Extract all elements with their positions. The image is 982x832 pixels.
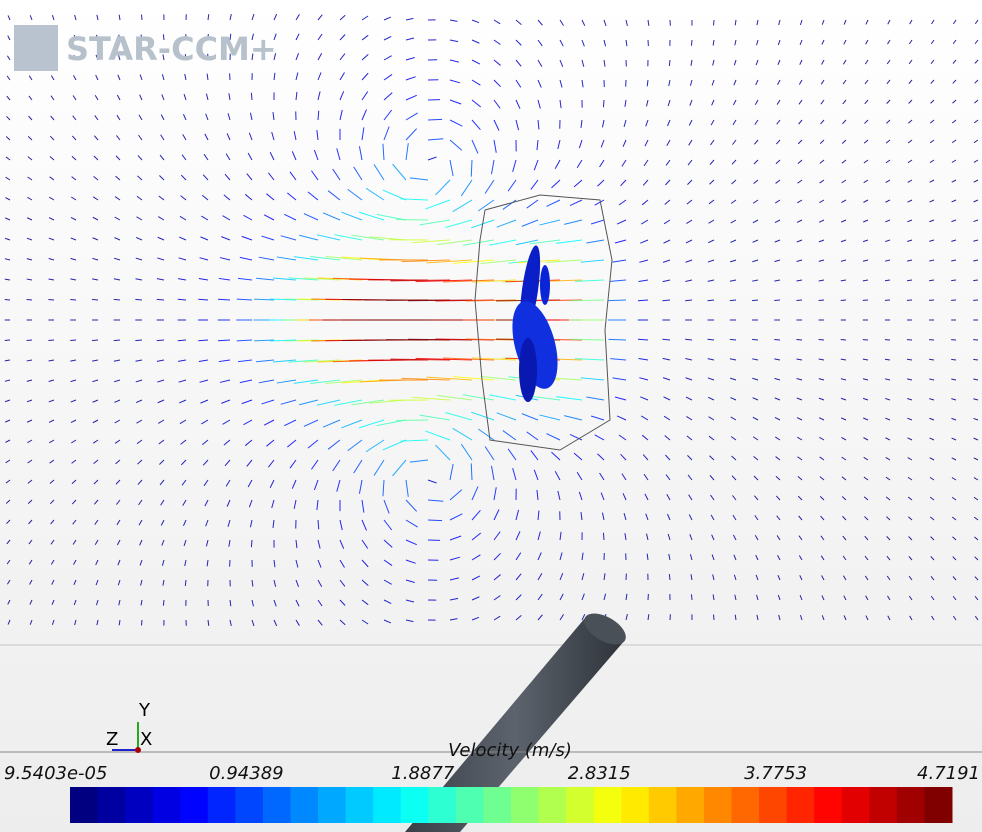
vector-arrow: [141, 620, 142, 625]
vector-arrow: [70, 299, 76, 300]
vector-arrow: [730, 300, 736, 301]
colorbar-segment: [153, 787, 181, 823]
colorbar-segment: [732, 787, 760, 823]
colorbar: [70, 787, 953, 823]
colorbar-segment: [649, 787, 677, 823]
vector-arrow: [428, 520, 442, 521]
vector-arrow: [730, 339, 736, 340]
vector-arrow: [114, 340, 120, 341]
colorbar-tick-label: 9.5403e-05: [4, 763, 107, 784]
vector-arrow: [608, 300, 626, 301]
colorbar-segment: [125, 787, 153, 823]
vector-arrow: [157, 299, 164, 300]
vector-arrow: [141, 15, 142, 20]
colorbar-segment: [180, 787, 208, 823]
vector-arrow: [929, 359, 934, 360]
vector-arrow: [752, 300, 758, 301]
colorbar-segment: [511, 787, 539, 823]
colorbar-segment: [208, 787, 236, 823]
colorbar-segment: [621, 787, 649, 823]
vector-arrow: [157, 340, 164, 341]
vector-arrow: [178, 340, 186, 341]
vector-arrow: [929, 280, 934, 281]
colorbar-segment: [456, 787, 484, 823]
colorbar-tick-label: 2.8315: [568, 763, 631, 784]
vector-arrow: [973, 280, 978, 281]
vector-arrow: [603, 100, 604, 107]
colorbar-tick-label: 1.8877: [391, 763, 455, 784]
logo-text: STAR-CCM+: [66, 30, 277, 68]
vector-arrow: [571, 300, 604, 301]
vector-arrow: [428, 119, 442, 120]
vector-arrow: [135, 299, 142, 300]
vector-arrow: [973, 359, 978, 360]
colorbar-segment: [814, 787, 842, 823]
colorbar-segment: [291, 787, 319, 823]
colorbar-segment: [594, 787, 622, 823]
vector-arrow: [669, 574, 670, 580]
axis-z-label: Z: [106, 729, 118, 750]
colorbar-segment: [924, 787, 952, 823]
colorbar-tick-label: 0.94389: [209, 763, 283, 784]
logo-icon: [14, 25, 58, 71]
vector-arrow: [396, 219, 428, 220]
vector-arrow: [708, 300, 714, 301]
colorbar-segment: [897, 787, 925, 823]
vector-arrow: [752, 339, 758, 340]
colorbar-segment: [676, 787, 704, 823]
vector-arrow: [114, 299, 120, 300]
vector-arrow: [603, 533, 604, 540]
colorbar-segment: [318, 787, 346, 823]
vector-arrow: [691, 594, 692, 600]
colorbar-tick-label: 4.7191: [917, 763, 980, 784]
vector-arrow: [92, 340, 98, 341]
colorbar-segment: [759, 787, 787, 823]
vector-arrow: [571, 339, 604, 340]
vector-arrow: [774, 339, 780, 340]
vector-arrow: [774, 300, 780, 301]
colorbar-segment: [401, 787, 429, 823]
vector-arrow: [185, 580, 186, 586]
colorbar-title: Velocity (m/s): [448, 740, 572, 761]
colorbar-segment: [869, 787, 897, 823]
vector-arrow: [951, 359, 956, 360]
vector-arrow: [92, 299, 98, 300]
colorbar-segment: [235, 787, 263, 823]
colorbar-segment: [566, 787, 594, 823]
vector-arrow: [251, 93, 252, 100]
axis-x-label: X: [140, 729, 152, 750]
colorbar-segment: [483, 787, 511, 823]
vector-arrow: [48, 299, 54, 300]
vector-arrow: [708, 339, 714, 340]
colorbar-segment: [704, 787, 732, 823]
vector-arrow: [70, 340, 76, 341]
colorbar-segment: [787, 787, 815, 823]
colorbar-segment: [539, 787, 567, 823]
colorbar-tick-label: 3.7753: [744, 763, 807, 784]
vector-arrow: [251, 540, 252, 547]
colorbar-segment: [373, 787, 401, 823]
vector-arrow: [691, 40, 692, 46]
colorbar-segment: [428, 787, 456, 823]
vector-arrow: [163, 600, 164, 606]
vector-arrow: [178, 299, 186, 300]
page: STAR-CCM+ Y Z X Velocity (m/s) 9.5403e-0…: [0, 0, 982, 832]
vector-arrow: [796, 339, 802, 340]
axis-y-label: Y: [138, 700, 151, 721]
vector-arrow: [669, 60, 670, 66]
vector-arrow: [608, 339, 626, 340]
colorbar-segment: [70, 787, 98, 823]
logo: STAR-CCM+: [14, 25, 277, 71]
vector-arrow: [951, 280, 956, 281]
vector-arrow: [135, 340, 142, 341]
colorbar-segment: [842, 787, 870, 823]
colorbar-segment: [263, 787, 291, 823]
scene: STAR-CCM+ Y Z X Velocity (m/s) 9.5403e-0…: [0, 0, 982, 832]
colorbar-segment: [98, 787, 126, 823]
vector-arrow: [48, 340, 54, 341]
colorbar-segment: [346, 787, 374, 823]
vector-arrow: [796, 300, 802, 301]
vector-arrow: [396, 420, 428, 421]
